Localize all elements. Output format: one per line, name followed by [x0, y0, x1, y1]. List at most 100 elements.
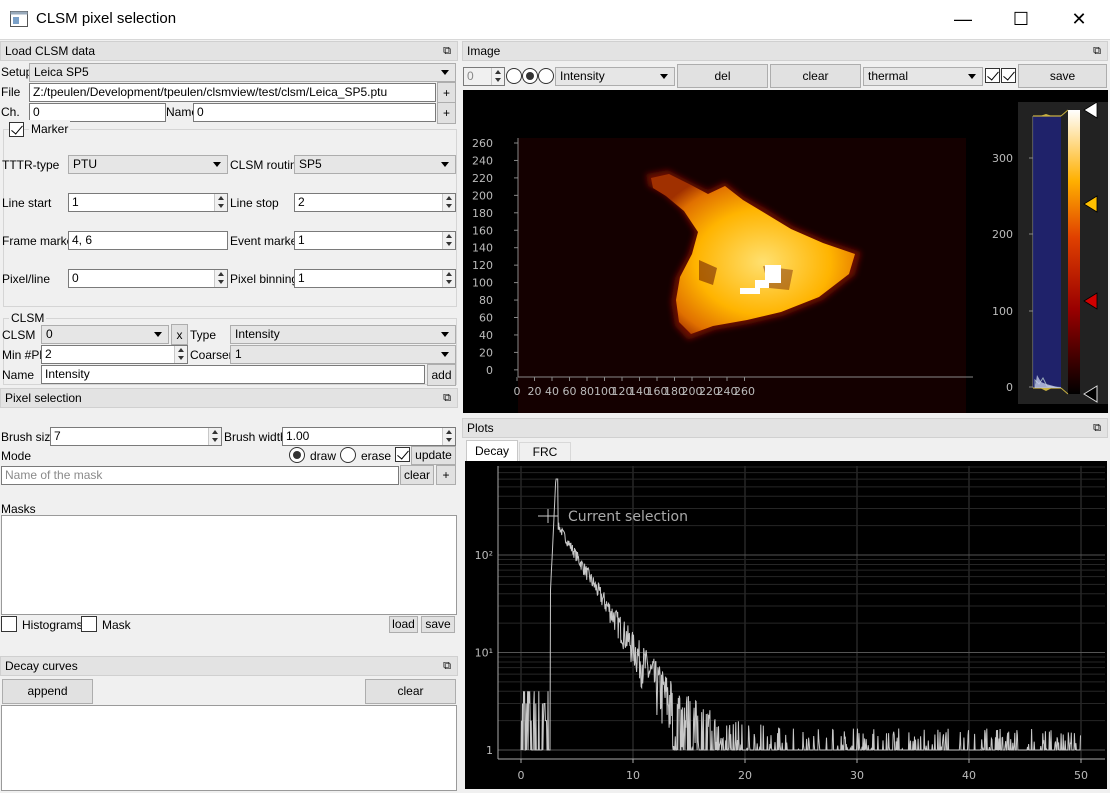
event-marker-label: Event marker: [230, 234, 302, 248]
line-start-spinbox[interactable]: 1: [68, 193, 228, 212]
image-save-button[interactable]: save: [1018, 64, 1107, 88]
append-button[interactable]: append: [2, 679, 93, 704]
line-start-value: 1: [72, 195, 79, 209]
pixel-binning-spinbox[interactable]: 1: [294, 269, 456, 288]
image-option-checkbox-2[interactable]: [1001, 68, 1016, 83]
minimize-icon[interactable]: —: [954, 8, 972, 29]
image-del-button[interactable]: del: [677, 64, 768, 88]
masks-load-button[interactable]: load: [389, 616, 418, 633]
mask-checkbox[interactable]: [81, 616, 97, 632]
lut-level-handle-bottom[interactable]: [1040, 388, 1052, 391]
tab-frc[interactable]: FRC: [519, 442, 571, 461]
histogram-region[interactable]: [1033, 116, 1061, 388]
mask-clear-button[interactable]: clear: [400, 465, 434, 485]
lut-tick-red[interactable]: [1083, 292, 1098, 310]
image-x-tick-label: 0: [514, 385, 521, 398]
image-title: Image: [467, 44, 501, 58]
float-icon[interactable]: ⧉: [1093, 422, 1101, 434]
file-add-button[interactable]: +: [437, 82, 456, 104]
float-icon[interactable]: ⧉: [443, 392, 451, 404]
file-path-input[interactable]: Z:/tpeulen/Development/tpeulen/clsmview/…: [29, 83, 436, 102]
tttr-type-combo[interactable]: PTU: [68, 155, 228, 174]
image-x-tick-label: 80: [580, 385, 594, 398]
roi-radio-3[interactable]: [538, 68, 554, 84]
float-icon[interactable]: ⧉: [443, 45, 451, 57]
lut-link-bottom: [1060, 387, 1069, 395]
update-checkbox[interactable]: [395, 447, 410, 462]
pixel-binning-label: Pixel binning: [230, 272, 299, 286]
roi-radio-1[interactable]: [506, 68, 522, 84]
draw-label: draw: [310, 449, 337, 463]
min-photons-spinbox[interactable]: 2: [41, 345, 188, 364]
image-y-tick-label: 260: [472, 137, 493, 150]
erase-label: erase: [361, 449, 392, 463]
image-y-tick-label: 100: [472, 277, 493, 290]
image-type-combo[interactable]: Intensity: [555, 67, 675, 86]
line-stop-value: 2: [298, 195, 305, 209]
frame-marker-label: Frame marker: [2, 234, 78, 248]
lut-tick-yellow[interactable]: [1083, 195, 1098, 213]
pixel-selection-title: Pixel selection: [5, 391, 82, 405]
pixel-line-spinbox[interactable]: 0: [68, 269, 228, 288]
lut-tick-black[interactable]: [1083, 385, 1098, 403]
decay-curves-dock-title: Decay curves ⧉: [0, 656, 458, 676]
brush-width-value: 1.00: [286, 429, 310, 443]
image-clear-button[interactable]: clear: [770, 64, 861, 88]
clsm-routine-combo[interactable]: SP5: [294, 155, 456, 174]
masks-list[interactable]: [1, 515, 457, 615]
line-stop-spinbox[interactable]: 2: [294, 193, 456, 212]
brush-width-label: Brush width: [224, 430, 287, 444]
mask-name-input[interactable]: Name of the mask: [1, 466, 399, 485]
image-name-input[interactable]: Intensity: [41, 365, 425, 384]
clsm-group-label: CLSM: [9, 309, 47, 327]
colormap-combo[interactable]: thermal: [863, 67, 983, 86]
decay-plot[interactable]: 10² 10¹ 1 0 10 20 30 40 50 Current selection: [465, 461, 1107, 789]
frame-marker-input[interactable]: 4, 6: [68, 231, 228, 250]
brush-width-spinbox[interactable]: 1.00: [282, 427, 456, 446]
maximize-icon[interactable]: ☐: [1012, 8, 1030, 29]
roi-radio-2[interactable]: [522, 68, 538, 84]
lut-level-handle-top[interactable]: [1040, 114, 1052, 116]
close-icon[interactable]: ✕: [1071, 8, 1087, 29]
image-index-spinbox[interactable]: 0: [463, 67, 505, 86]
marker-checkbox[interactable]: [9, 122, 24, 137]
line-start-label: Line start: [2, 196, 52, 210]
image-option-checkbox-1[interactable]: [985, 68, 1000, 83]
histogram-widget[interactable]: [1018, 102, 1108, 404]
add-image-button[interactable]: add: [427, 364, 456, 386]
image-y-tick-label: 140: [472, 242, 493, 255]
masks-label: Masks: [1, 502, 36, 516]
masks-save-button[interactable]: save: [421, 616, 455, 633]
update-button[interactable]: update: [411, 446, 456, 465]
clsm-combo[interactable]: 0: [41, 325, 169, 344]
lut-tick-white[interactable]: [1083, 101, 1098, 119]
float-icon[interactable]: ⧉: [1093, 45, 1101, 57]
decay-curves-list[interactable]: [1, 705, 457, 791]
min-photons-label: Min #Ph: [2, 348, 47, 362]
plots-title: Plots: [467, 421, 494, 435]
name-input[interactable]: 0: [193, 103, 436, 122]
tab-decay[interactable]: Decay: [466, 440, 518, 461]
draw-radio[interactable]: [289, 447, 305, 463]
float-icon[interactable]: ⧉: [443, 660, 451, 672]
event-marker-spinbox[interactable]: 1: [294, 231, 456, 250]
type-combo[interactable]: Intensity: [230, 325, 456, 344]
mask-add-button[interactable]: +: [436, 465, 456, 485]
load-clsm-dock-title: Load CLSM data ⧉: [0, 41, 458, 61]
image-y-tick-label: 40: [479, 329, 493, 342]
pixel-binning-value: 1: [298, 271, 305, 285]
channel-input[interactable]: 0: [29, 103, 166, 122]
setup-combo[interactable]: Leica SP5: [29, 63, 456, 82]
coarsen-combo[interactable]: 1: [230, 345, 456, 364]
decay-y-tick-label: 10²: [475, 549, 493, 562]
image-y-tick-label: 160: [472, 224, 493, 237]
name-add-button[interactable]: +: [437, 102, 456, 124]
image-x-tick-label: 160: [647, 385, 668, 398]
decay-x-ticks: 0 10 20 30 40 50: [518, 759, 1088, 782]
histograms-checkbox[interactable]: [1, 616, 17, 632]
brush-size-spinbox[interactable]: 7: [50, 427, 222, 446]
erase-radio[interactable]: [340, 447, 356, 463]
clsm-remove-button[interactable]: x: [171, 324, 188, 345]
decay-clear-button[interactable]: clear: [365, 679, 456, 704]
